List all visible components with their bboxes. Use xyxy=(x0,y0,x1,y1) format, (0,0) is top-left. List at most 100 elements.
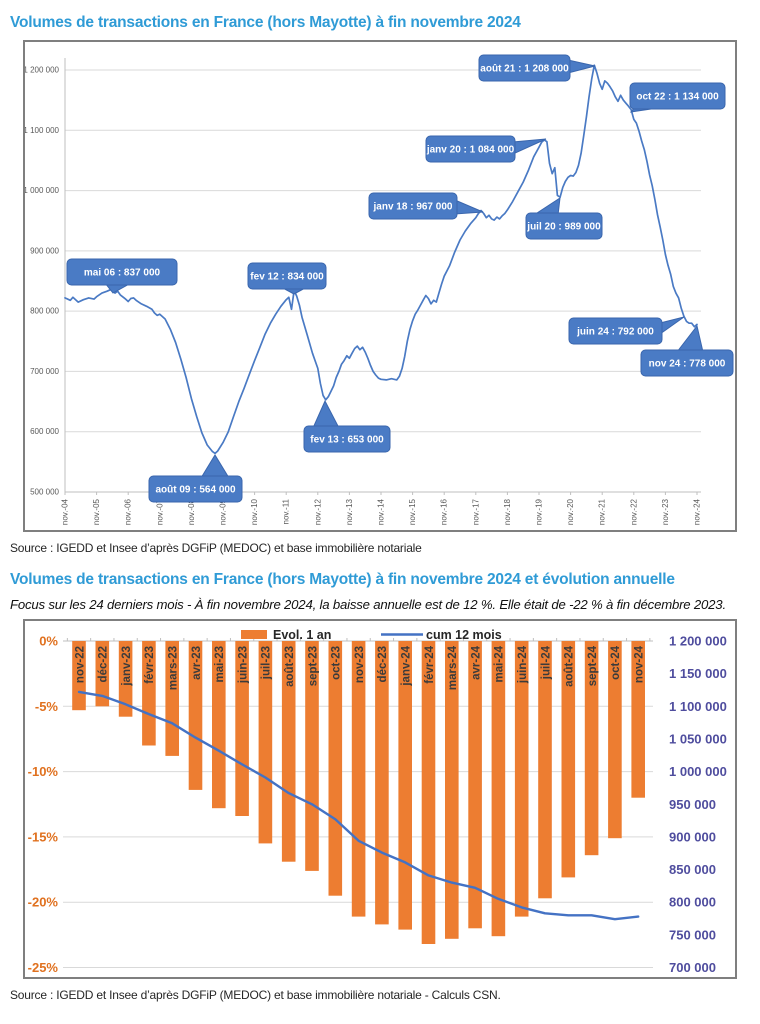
month-label: oct-24 xyxy=(610,645,622,679)
x-axis-label: nov.-06 xyxy=(124,498,133,525)
evolution-bar xyxy=(468,640,482,928)
evolution-bar xyxy=(235,640,249,816)
x-axis-label: nov.-17 xyxy=(471,498,480,525)
evolution-bar xyxy=(421,640,436,944)
chart1-source: Source : IGEDD et Insee d’après DGFiP (M… xyxy=(10,540,422,555)
month-label: févr-24 xyxy=(424,645,436,683)
annotation-callout: fev 12 : 834 000 xyxy=(247,262,327,295)
month-label: juil-23 xyxy=(261,646,273,680)
evolution-bar xyxy=(165,640,179,756)
legend-bar-swatch xyxy=(241,629,267,639)
callout-label: janv 18 : 967 000 xyxy=(373,201,453,212)
callout-box xyxy=(303,425,391,453)
legend: Evol. 1 an cum 12 mois xyxy=(241,628,502,642)
evolution-bar xyxy=(188,640,203,790)
x-axis-label: nov.-22 xyxy=(629,498,638,525)
chart1-frame: 1 200 000 1 100 000 1 000 000 900 000 800 00… xyxy=(23,39,737,532)
callout-label: juil 20 : 989 000 xyxy=(526,221,601,232)
annotation-callout: fev 13 : 653 000 xyxy=(303,399,391,453)
annotation-callout: janv 18 : 967 000 xyxy=(368,192,484,220)
x-axis-label: nov.-04 xyxy=(61,498,70,525)
evolution-bar xyxy=(445,640,459,939)
evolution-bar xyxy=(375,640,389,925)
legend-line-label: cum 12 mois xyxy=(426,628,502,642)
right-axis-label: 900 000 xyxy=(669,829,716,844)
cumulative-line xyxy=(77,690,640,921)
transactions-line-chart: 1 200 000 1 100 000 1 000 000 900 000 800 00… xyxy=(25,54,734,525)
y-axis-label: 600 000 xyxy=(30,427,59,436)
callout-label: août 09 : 564 000 xyxy=(155,484,235,495)
y-axis-label: 1 100 000 xyxy=(25,126,60,135)
x-axis-label: nov.-05 xyxy=(92,498,101,525)
evolution-bar xyxy=(398,640,412,930)
month-label: mai-24 xyxy=(494,645,506,682)
chart2-frame: 0% -5% -10% -15% -20% -25% 1 200 000 1 150 000 1… xyxy=(23,618,737,979)
evolution-bar xyxy=(631,640,645,798)
y-axis-label: 500 000 xyxy=(30,487,59,496)
report-page: Volumes de transactions en France (hors … xyxy=(10,14,737,1002)
annotation-callout: janv 20 : 1 084 000 xyxy=(425,135,547,163)
y-axis-label: 1 000 000 xyxy=(25,186,60,195)
month-label: oct-23 xyxy=(331,646,343,680)
evolution-bar xyxy=(538,640,552,898)
evolution-bar xyxy=(351,640,366,917)
evolution-bar xyxy=(142,640,156,746)
chart2-title: Volumes de transactions en France (hors … xyxy=(10,570,675,588)
right-axis-label: 1 050 000 xyxy=(669,731,727,746)
evolution-bar xyxy=(514,640,529,917)
annotation-callout: juil 20 : 989 000 xyxy=(525,196,603,240)
month-label: avr-23 xyxy=(191,646,203,680)
month-label: mars-24 xyxy=(447,645,459,690)
annotation-callout: août 09 : 564 000 xyxy=(148,453,243,503)
annotation-callout: nov 24 : 778 000 xyxy=(640,324,734,377)
left-axis-label: -25% xyxy=(28,960,59,975)
callout-label: nov 24 : 778 000 xyxy=(649,358,726,369)
month-label: août-23 xyxy=(284,646,296,687)
month-label: juil-24 xyxy=(540,645,552,680)
x-axis-label: nov.-07 xyxy=(155,498,164,525)
month-label: mai-23 xyxy=(214,646,226,682)
right-axis-label: 950 000 xyxy=(669,796,716,811)
y-axis-label: 1 200 000 xyxy=(25,65,60,74)
callout-label: mai 06 : 837 000 xyxy=(84,267,161,278)
evolution-combo-chart: 0% -5% -10% -15% -20% -25% 1 200 000 1 150 000 1… xyxy=(28,628,727,975)
callout-label: août 21 : 1 208 000 xyxy=(480,63,569,74)
callout-box xyxy=(568,317,663,345)
callout-tail xyxy=(659,316,685,335)
transactions-line xyxy=(64,64,698,455)
annotation-callout: août 21 : 1 208 000 xyxy=(478,54,596,82)
evolution-bar xyxy=(281,640,296,862)
callout-tail xyxy=(312,399,340,429)
callout-box xyxy=(66,258,178,286)
month-label: nov-22 xyxy=(74,646,86,683)
month-label: avr-24 xyxy=(470,645,482,679)
right-axis-label: 750 000 xyxy=(669,927,716,942)
x-axis-label: nov.-20 xyxy=(566,498,575,525)
right-axis-label: 700 000 xyxy=(669,960,716,975)
callout-tail xyxy=(512,138,547,155)
callout-tail xyxy=(200,453,230,479)
y-axis-label: 900 000 xyxy=(30,246,59,255)
callout-label: fev 12 : 834 000 xyxy=(250,271,324,282)
annotation-callout: juin 24 : 792 000 xyxy=(568,316,685,345)
evolution-bar xyxy=(328,640,343,896)
callout-box xyxy=(368,192,458,220)
callout-tail xyxy=(532,196,561,216)
callout-tail xyxy=(675,324,704,353)
month-label: sept-24 xyxy=(587,645,599,686)
left-axis-label: -5% xyxy=(35,698,59,713)
month-label: nov-23 xyxy=(354,646,366,683)
month-label: janv-23 xyxy=(121,646,133,687)
month-label: juin-23 xyxy=(237,646,249,684)
annotation-callout: oct 22 : 1 134 000 xyxy=(629,82,726,113)
month-label: nov-24 xyxy=(634,645,646,683)
right-axis-label: 1 100 000 xyxy=(669,698,727,713)
month-label: août-24 xyxy=(564,645,576,687)
right-axis-label: 850 000 xyxy=(669,862,716,877)
month-label: déc-22 xyxy=(98,646,110,682)
callout-tail xyxy=(567,59,596,74)
x-axis-label: nov.-11 xyxy=(282,498,291,524)
right-axis-label: 1 200 000 xyxy=(669,633,727,648)
x-axis-label: nov.-08 xyxy=(187,498,196,525)
callout-box xyxy=(425,135,516,163)
